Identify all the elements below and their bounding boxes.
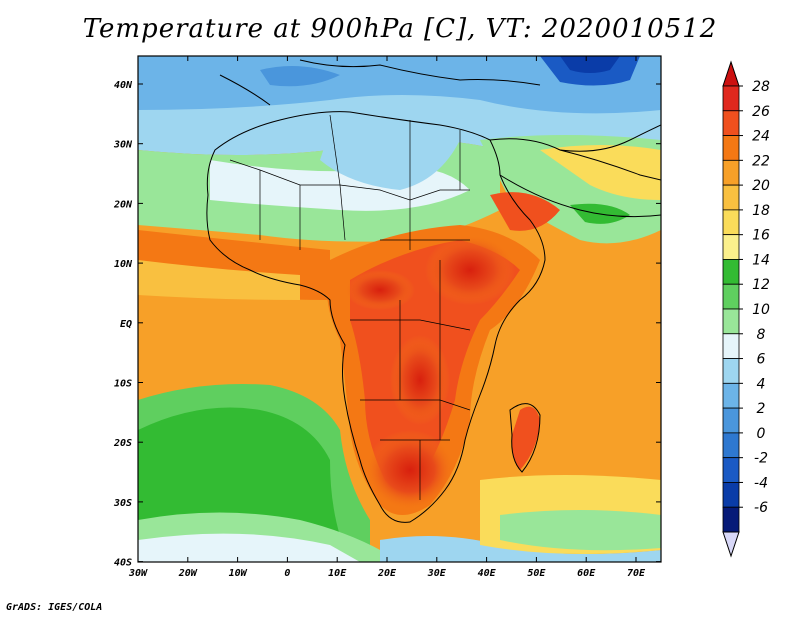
lon-label: 30E bbox=[427, 568, 447, 579]
colorbar-segment bbox=[722, 259, 740, 285]
colorbar-label: 24 bbox=[752, 129, 770, 145]
colorbar-segment bbox=[722, 159, 740, 186]
colorbar-label: 2 bbox=[757, 401, 766, 417]
colorbar-label: -6 bbox=[754, 500, 768, 516]
colorbar-bottom-arrow bbox=[722, 531, 740, 558]
colorbar-label: 18 bbox=[752, 203, 770, 219]
plot-frame bbox=[137, 55, 662, 563]
lat-label: 30N bbox=[113, 140, 133, 151]
lon-label: 50E bbox=[527, 568, 546, 579]
colorbar-segment bbox=[722, 333, 740, 359]
colorbar-label: 28 bbox=[752, 79, 770, 95]
colorbar-segment bbox=[722, 407, 740, 434]
lat-label: 20S bbox=[113, 438, 132, 449]
colorbar-label: 8 bbox=[757, 327, 766, 343]
colorbar-segment bbox=[722, 110, 740, 136]
map-title: Temperature at 900hPa [C], VT: 202001051… bbox=[82, 14, 718, 44]
longitude-axis: 30W 20W 10W 0 10E 20E 30E 40E 50E 60E 70E bbox=[128, 56, 646, 579]
colorbar-label: 4 bbox=[757, 376, 766, 392]
colorbar-segment bbox=[722, 209, 740, 236]
lat-label: 30S bbox=[113, 498, 132, 509]
colorbar-segment bbox=[722, 184, 740, 211]
lat-label: 10N bbox=[114, 259, 133, 270]
lat-label: 10S bbox=[114, 379, 132, 390]
lon-label: 20W bbox=[178, 568, 198, 579]
lat-label: 40S bbox=[114, 558, 132, 569]
latitude-axis: 40N 30N 20N 10N EQ 10S 20S 30S 40S bbox=[113, 80, 661, 569]
colorbar-label: 26 bbox=[752, 104, 770, 120]
colorbar-segment bbox=[722, 482, 740, 508]
colorbar-segment bbox=[722, 308, 740, 335]
colorbar-segment bbox=[722, 432, 740, 459]
colorbar-segment bbox=[722, 457, 740, 483]
colorbar-segment bbox=[722, 85, 740, 112]
colorbar-label: 14 bbox=[752, 252, 770, 268]
lat-label: 40N bbox=[114, 80, 133, 91]
colorbar-segment bbox=[722, 234, 740, 260]
colorbar-top-arrow bbox=[722, 60, 740, 87]
colorbar-segment bbox=[722, 382, 740, 409]
colorbar-label: 0 bbox=[757, 426, 766, 442]
colorbar-segment bbox=[722, 135, 740, 161]
colorbar-label: 6 bbox=[757, 352, 766, 368]
lon-label: 0 bbox=[284, 568, 290, 579]
lon-label: 30W bbox=[128, 568, 148, 579]
lon-label: 70E bbox=[627, 568, 646, 579]
lon-label: 60E bbox=[577, 568, 596, 579]
colorbar-segment bbox=[722, 358, 740, 384]
grads-credit: GrADS: IGES/COLA bbox=[6, 602, 103, 613]
colorbar-segment bbox=[722, 506, 740, 533]
colorbar-segment bbox=[722, 283, 740, 310]
country-borders bbox=[229, 114, 471, 500]
lat-label: 20N bbox=[113, 199, 133, 210]
colorbar-label: 22 bbox=[752, 153, 770, 169]
coastlines bbox=[206, 59, 661, 523]
colorbar-label: 10 bbox=[752, 302, 770, 318]
colorbar-label: 12 bbox=[752, 277, 770, 293]
colorbar-label: -4 bbox=[754, 475, 768, 491]
temperature-field bbox=[138, 56, 661, 562]
colorbar-label: 16 bbox=[752, 228, 770, 244]
lon-label: 10W bbox=[229, 568, 248, 579]
lat-label: EQ bbox=[120, 319, 132, 330]
colorbar-label: 20 bbox=[752, 178, 770, 194]
lon-label: 20E bbox=[377, 568, 397, 579]
lon-label: 40E bbox=[478, 568, 497, 579]
lon-label: 10E bbox=[328, 568, 347, 579]
colorbar-label: -2 bbox=[754, 451, 768, 467]
